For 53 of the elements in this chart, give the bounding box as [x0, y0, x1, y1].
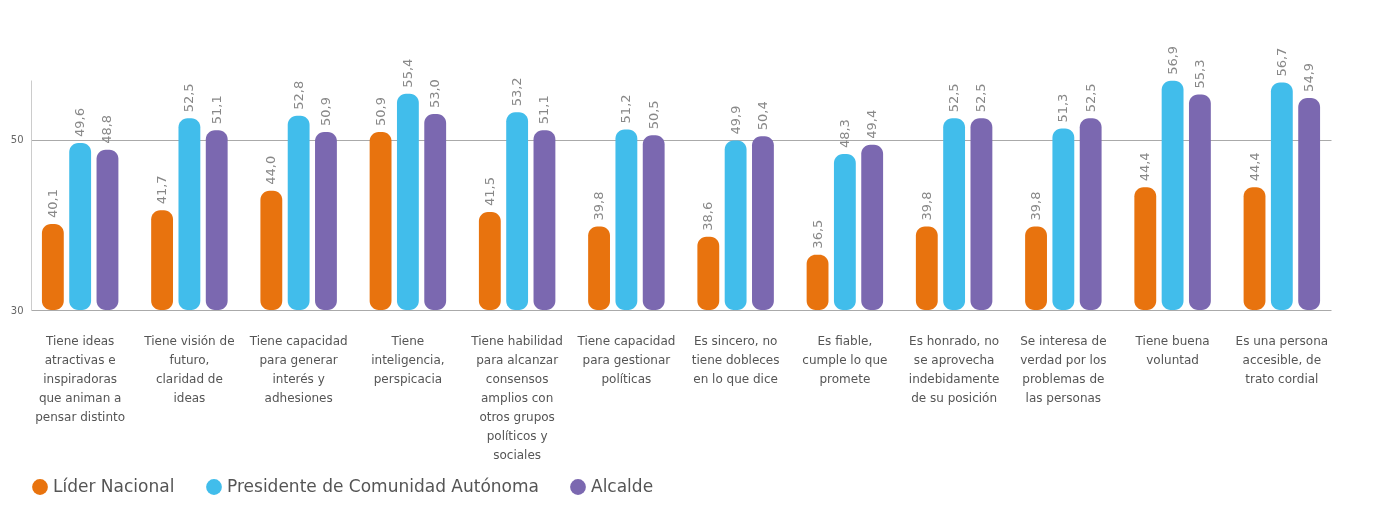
data-label: 50,4 [754, 101, 770, 131]
x-tick-label: Tiene inteligencia, perspicacia [371, 333, 445, 386]
data-label: 53,2 [509, 77, 525, 107]
data-label: 49,9 [727, 105, 743, 135]
data-label: 49,4 [864, 109, 880, 139]
data-label: 44,4 [1246, 152, 1262, 182]
data-label: 56,9 [1164, 45, 1180, 75]
data-label: 49,6 [72, 108, 88, 138]
x-tick-label: Tiene capacidad para generar interés y adhesiones [248, 333, 348, 405]
data-label: 39,8 [1028, 191, 1044, 221]
x-tick-label: Es honrado, no se aprovecha indebidamente de su posición [908, 333, 1000, 405]
data-label: 51,1 [208, 95, 224, 125]
data-label: 53,0 [427, 79, 443, 109]
data-label: 48,3 [836, 119, 852, 149]
data-label: 52,5 [181, 83, 197, 113]
x-tick-label: Tiene capacidad para gestionar políticas [576, 333, 676, 386]
x-tick-label: Es sincero, no tiene dobleces en lo que dice [691, 333, 780, 386]
x-tick-label: Es una persona accesible, de trato cordial [1235, 333, 1329, 386]
data-label: 39,8 [918, 191, 934, 221]
data-label: 55,3 [1191, 59, 1207, 89]
x-tick-label: Tiene visión de futuro, claridad de ideas [143, 333, 235, 405]
data-label: 52,8 [290, 80, 306, 110]
legend-label: Líder Nacional [53, 476, 175, 496]
data-label: 54,9 [1301, 62, 1317, 92]
data-label: 36,5 [809, 219, 825, 249]
data-label: 50,9 [317, 97, 333, 126]
data-label: 52,5 [946, 83, 962, 113]
data-label: 41,5 [481, 177, 497, 207]
x-tick-label: Tiene habilidad para alcanzar consensos amplios con otros grupos políticos y sociales [470, 333, 563, 462]
data-label: 51,2 [618, 94, 634, 124]
data-label: 52,5 [1082, 83, 1098, 113]
data-label: 51,1 [536, 95, 552, 125]
data-label: 52,5 [973, 83, 989, 113]
x-tick-label: Es fiable, cumple lo que promete [802, 333, 888, 386]
y-tick-label: 50 [10, 134, 24, 146]
data-label: 44,4 [1137, 152, 1153, 182]
data-label: 40,1 [44, 189, 60, 218]
data-label: 38,6 [700, 201, 716, 231]
data-label: 48,8 [99, 114, 115, 144]
legend-label: Alcalde [591, 476, 654, 496]
x-tick-label: Tiene buena voluntad [1134, 333, 1210, 367]
data-label: 51,3 [1055, 93, 1071, 123]
data-label: 41,7 [154, 175, 170, 205]
x-tick-label: Se interesa de verdad por los problemas de las personas [1020, 333, 1107, 405]
data-label: 56,7 [1273, 47, 1289, 77]
data-label: 44,0 [263, 155, 279, 185]
data-label: 39,8 [591, 191, 607, 221]
y-tick-label: 30 [10, 304, 24, 316]
legend-label: Presidente de Comunidad Autónoma [227, 476, 539, 496]
data-label: 50,5 [645, 100, 661, 130]
data-label: 50,9 [372, 97, 388, 126]
data-label: 55,4 [399, 58, 415, 88]
x-tick-label: Tiene ideas atractivas e inspiradoras que animan a pensar distinto [35, 333, 126, 424]
